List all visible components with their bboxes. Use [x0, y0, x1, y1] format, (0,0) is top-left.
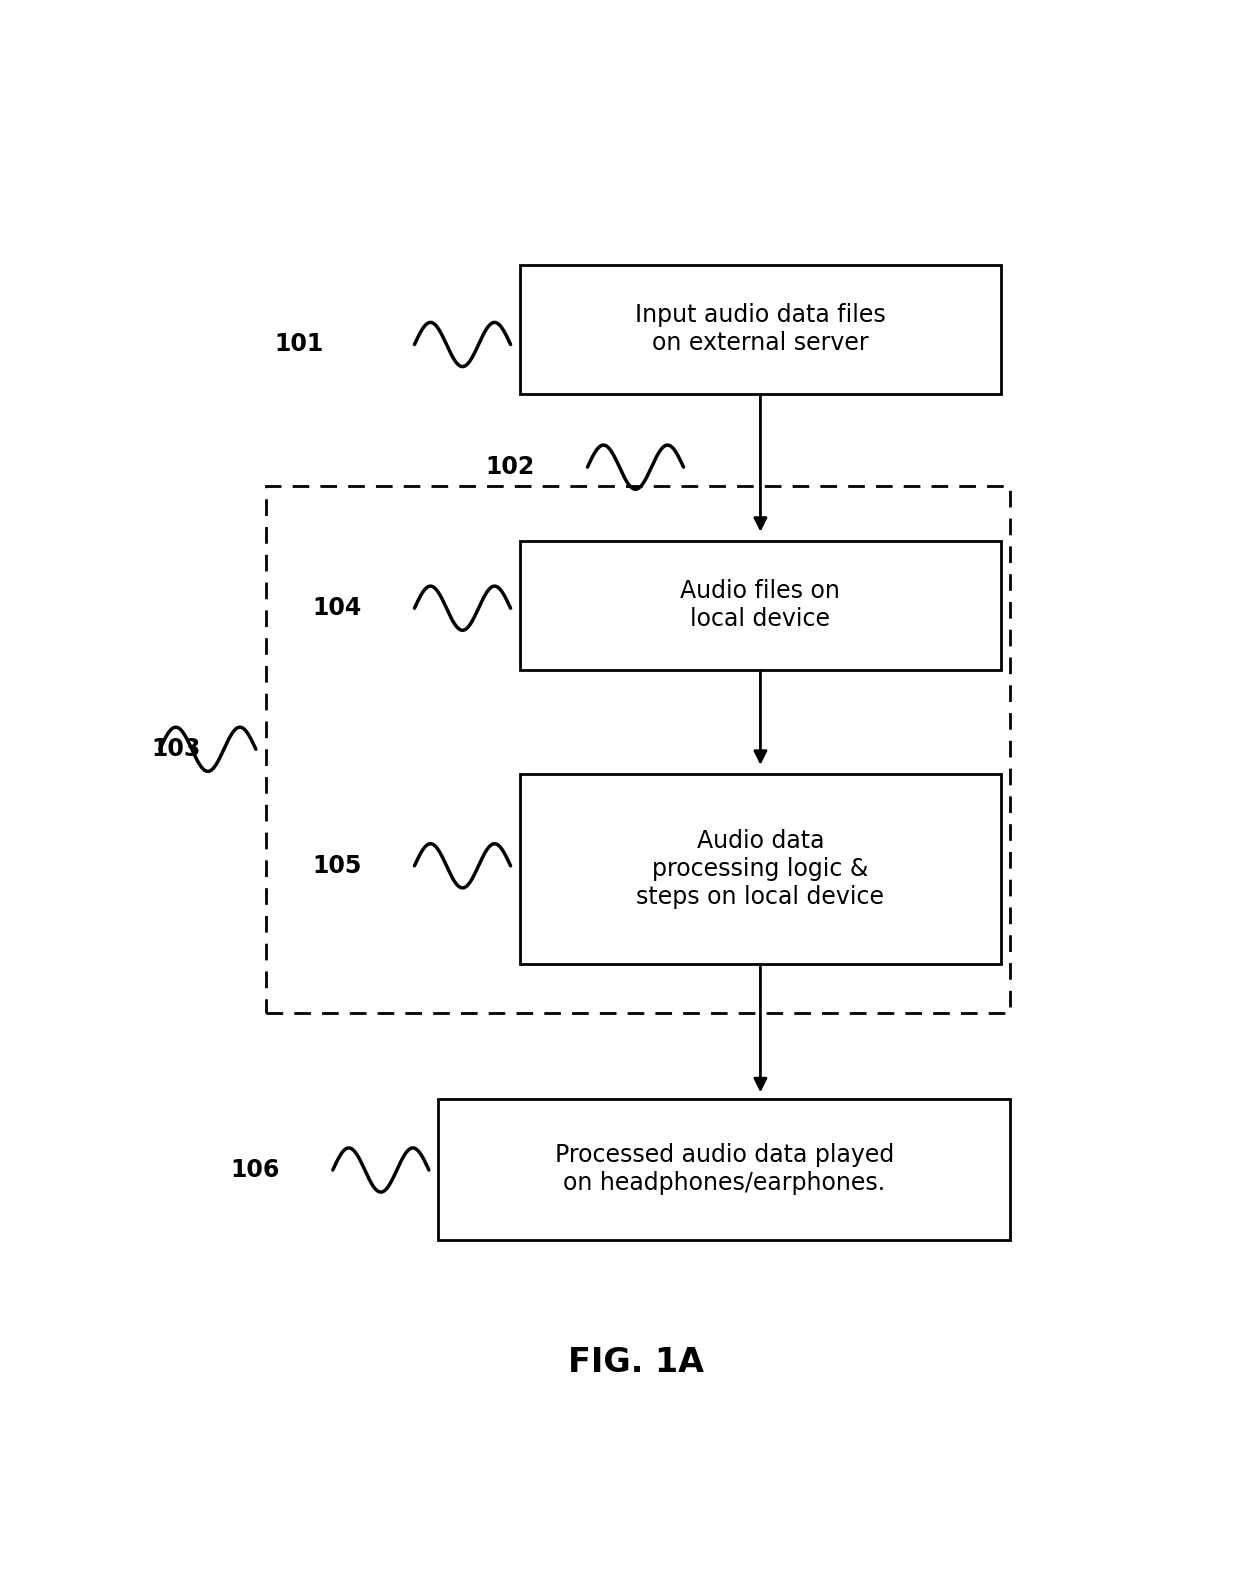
FancyBboxPatch shape: [521, 774, 1001, 964]
Text: 103: 103: [151, 738, 201, 761]
Text: 101: 101: [274, 333, 324, 357]
Text: 105: 105: [312, 854, 362, 878]
FancyBboxPatch shape: [521, 264, 1001, 393]
Text: 102: 102: [485, 456, 534, 479]
FancyBboxPatch shape: [439, 1099, 1011, 1239]
Text: Audio files on
local device: Audio files on local device: [681, 580, 841, 631]
Text: Audio data
processing logic &
steps on local device: Audio data processing logic & steps on l…: [636, 828, 884, 908]
Text: FIG. 1A: FIG. 1A: [568, 1346, 703, 1380]
FancyBboxPatch shape: [521, 540, 1001, 669]
Text: 106: 106: [231, 1158, 280, 1182]
Text: Input audio data files
on external server: Input audio data files on external serve…: [635, 303, 885, 355]
Text: 104: 104: [312, 596, 362, 620]
Text: Processed audio data played
on headphones/earphones.: Processed audio data played on headphone…: [554, 1144, 894, 1195]
